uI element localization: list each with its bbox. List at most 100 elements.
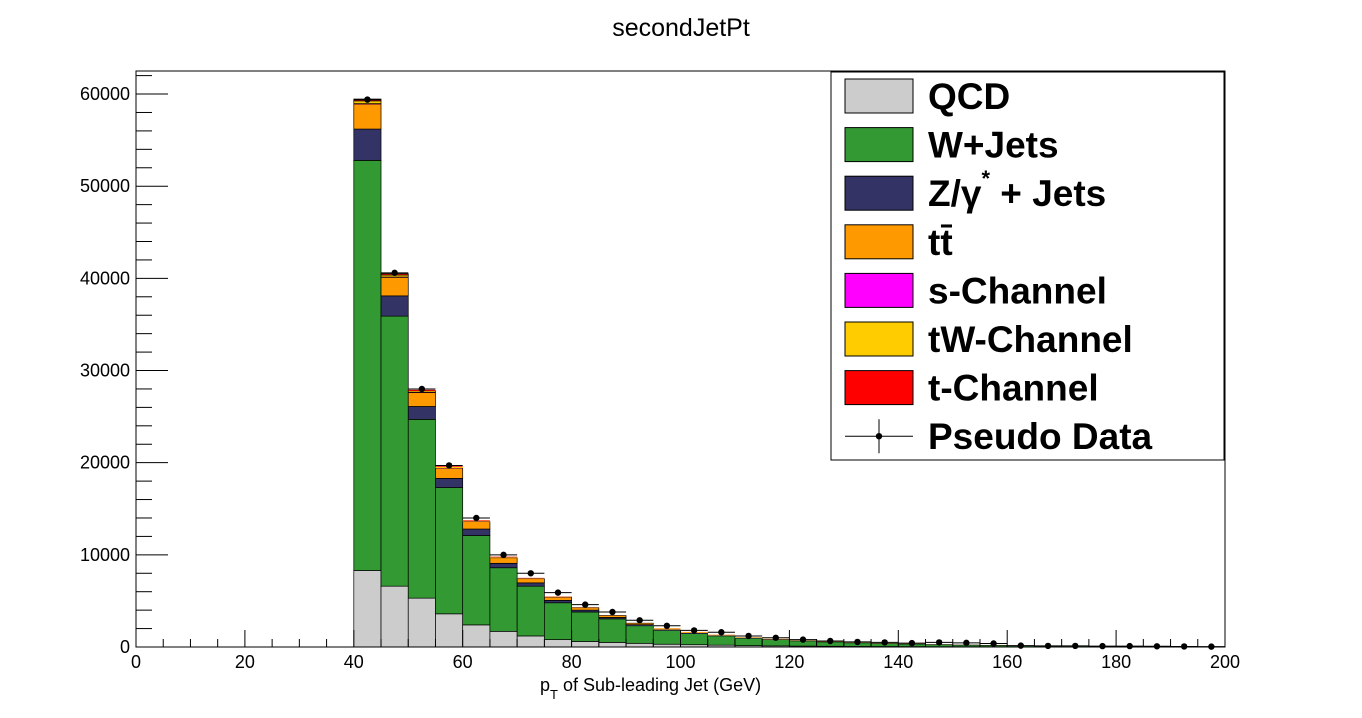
bar-w-jets-12 [680, 633, 709, 646]
x-tick-label-2: 40 [344, 652, 364, 672]
data-point-19 [881, 639, 888, 646]
x-axis-label-rest: of Sub-leading Jet (GeV) [558, 675, 761, 695]
data-point-27 [1099, 642, 1106, 650]
bar-w-jets-10 [625, 625, 654, 644]
legend-label-3: tt̄ [928, 222, 953, 263]
x-tick-label-3: 60 [453, 652, 473, 672]
legend-swatch-4 [844, 272, 914, 308]
bar-qcd-9 [598, 642, 627, 648]
x-tick-label-6: 120 [774, 652, 804, 672]
bar-qcd-7 [544, 639, 572, 648]
legend-label-5: tW-Channel [928, 319, 1133, 360]
data-point-15 [772, 634, 779, 641]
x-tick-label-4: 80 [562, 652, 582, 672]
data-point-8 [582, 601, 589, 608]
bar-tt--1 [380, 277, 409, 297]
bar-z-jets-11 [653, 629, 681, 631]
y-tick-label-2: 20000 [80, 453, 130, 473]
data-point-23 [990, 640, 997, 647]
bar-w-jets-1 [380, 315, 409, 587]
bar-z-jets-0 [353, 128, 382, 161]
data-point-18 [854, 638, 861, 646]
bar-z-jets-6 [516, 582, 545, 587]
bar-w-jets-13 [707, 635, 736, 646]
data-point-29 [1153, 643, 1161, 650]
data-point-1 [391, 269, 398, 277]
bar-tt--2 [407, 392, 436, 407]
legend-swatch-5 [844, 321, 914, 357]
bar-z-jets-7 [544, 600, 572, 604]
legend-marker-point [875, 433, 883, 440]
x-tick-label-1: 20 [235, 652, 255, 672]
data-point-28 [1126, 642, 1133, 650]
y-tick-label-0: 0 [120, 637, 130, 657]
legend-label-2: Z/γ* + Jets [928, 166, 1106, 214]
data-point-30 [1180, 643, 1188, 650]
bar-z-jets-2 [407, 406, 436, 420]
data-point-9 [609, 608, 616, 616]
legend-label-4: s-Channel [928, 270, 1107, 311]
data-point-20 [908, 639, 916, 647]
y-tick-label-5: 50000 [80, 176, 130, 196]
data-point-16 [799, 636, 807, 643]
x-tick-label-8: 160 [992, 652, 1022, 672]
bar-z-jets-1 [380, 295, 409, 317]
x-tick-label-5: 100 [665, 652, 695, 672]
legend-label-7: Pseudo Data [928, 416, 1153, 457]
legend-label-6: t-Channel [928, 368, 1099, 409]
x-tick-label-9: 180 [1101, 652, 1131, 672]
data-point-10 [636, 617, 643, 624]
data-point-24 [1017, 642, 1025, 649]
bar-qcd-0 [353, 570, 382, 648]
data-point-5 [500, 551, 507, 559]
legend-swatch-6 [844, 370, 914, 406]
legend-swatch-0 [844, 78, 914, 114]
bar-w-jets-6 [516, 585, 545, 637]
data-point-0 [364, 96, 371, 103]
bar-tt--7 [544, 596, 572, 601]
data-point-25 [1044, 642, 1052, 650]
x-axis-label: pT of Sub-leading Jet (GeV) [540, 675, 761, 702]
bar-z-jets-5 [489, 562, 518, 569]
axes: 0 20 40 60 80 100 120 140 160 180 200 0 10000 20000 30… [80, 75, 1240, 672]
bar-z-jets-3 [435, 477, 464, 488]
data-point-3 [445, 462, 453, 469]
data-point-4 [473, 514, 480, 522]
x-axis-label-main: p [540, 675, 550, 695]
bar-qcd-15 [762, 645, 790, 647]
bar-qcd-2 [407, 597, 436, 648]
x-tick-label-7: 140 [883, 652, 913, 672]
bar-w-jets-14 [734, 637, 763, 646]
y-tick-label-1: 10000 [80, 545, 130, 565]
legend-swatch-2 [844, 175, 914, 211]
bar-z-jets-10 [626, 624, 654, 626]
bar-w-jets-2 [407, 419, 436, 599]
pseudo-data-points [353, 96, 1225, 650]
bar-z-jets-4 [462, 528, 491, 536]
bar-w-jets-11 [652, 630, 681, 645]
bar-qcd-6 [516, 635, 545, 648]
data-point-12 [690, 627, 698, 634]
bar-w-jets-8 [571, 611, 600, 642]
legend-label-1: W+Jets [928, 125, 1059, 166]
y-tick-label-3: 30000 [80, 361, 130, 381]
bar-qcd-5 [489, 630, 518, 648]
data-point-21 [935, 639, 943, 646]
bar-w-jets-0 [353, 160, 382, 571]
chart-title: secondJetPt [612, 14, 750, 42]
legend-swatch-3 [844, 224, 914, 260]
legend-swatch-1 [844, 127, 914, 163]
data-point-11 [663, 622, 671, 630]
bar-z-jets-13 [707, 635, 735, 636]
bar-w-jets-7 [544, 602, 572, 640]
x-tick-label-10: 200 [1210, 652, 1240, 672]
bar-w-jets-5 [489, 567, 518, 632]
y-tick-label-4: 40000 [80, 268, 130, 288]
bar-tt--8 [571, 607, 600, 611]
bar-tt--6 [516, 578, 545, 584]
x-tick-label-0: 0 [131, 652, 141, 672]
bar-tt--5 [489, 557, 518, 564]
bar-tt--0 [353, 103, 382, 130]
bar-qcd-1 [380, 585, 409, 648]
